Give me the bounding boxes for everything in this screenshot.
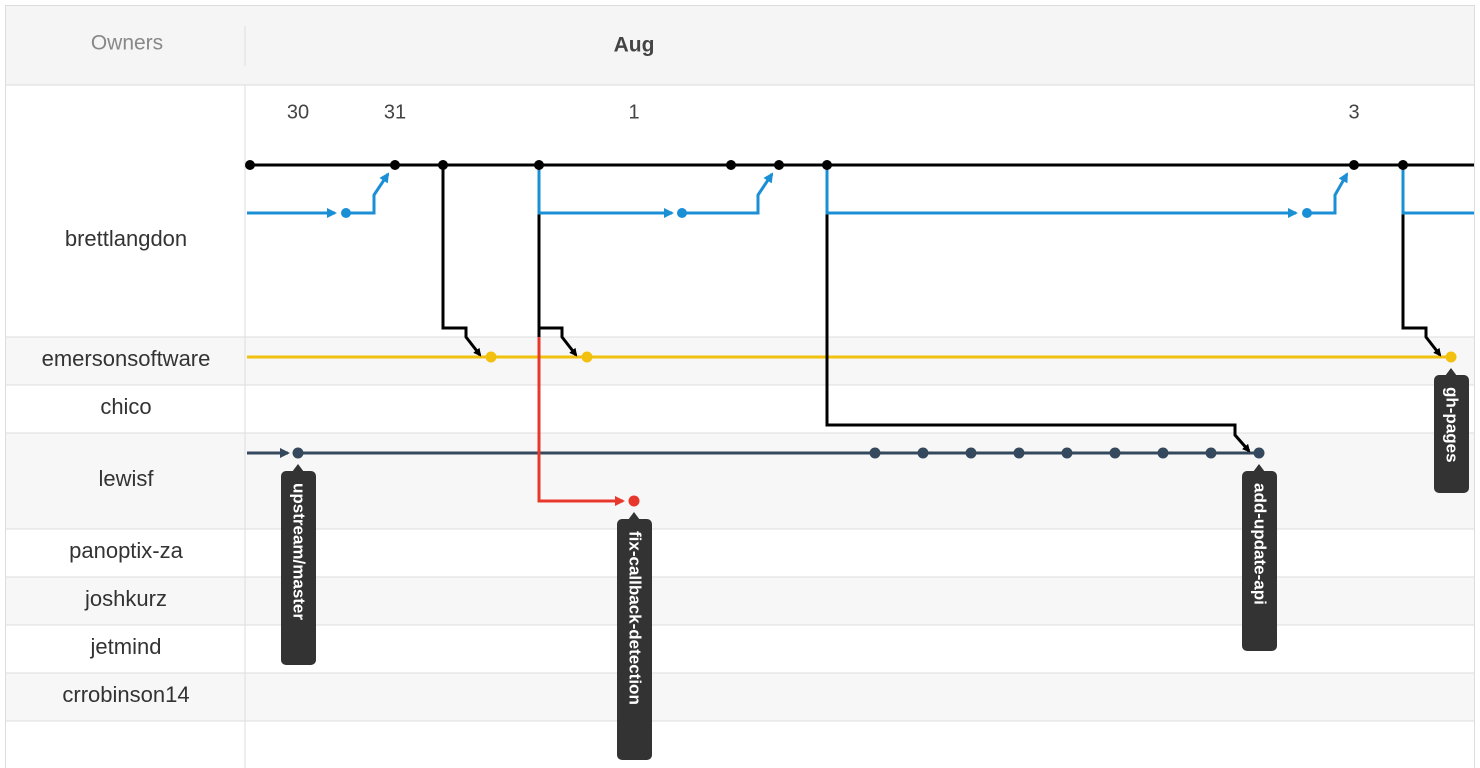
branch-tag[interactable]: gh-pages xyxy=(1434,368,1469,493)
row-dividers xyxy=(6,26,1474,768)
branch-label[interactable]: upstream/master xyxy=(290,483,309,620)
commit-dots xyxy=(341,208,1312,218)
commit-dot xyxy=(628,495,640,507)
owner-name[interactable]: jetmind xyxy=(90,634,162,659)
row-bg xyxy=(6,673,1474,721)
day-label: 30 xyxy=(287,101,309,123)
row-bg xyxy=(6,433,1474,529)
owner-name[interactable]: panoptix-za xyxy=(69,538,184,563)
owner-name[interactable]: lewisf xyxy=(98,466,154,491)
owner-name[interactable]: chico xyxy=(100,394,151,419)
owner-name[interactable]: joshkurz xyxy=(84,586,167,611)
owners-header: Owners xyxy=(91,32,163,55)
owner-name[interactable]: brettlangdon xyxy=(65,226,187,251)
day-label: 3 xyxy=(1348,101,1359,123)
owner-name[interactable]: emersonsoftware xyxy=(42,346,211,371)
branch-label[interactable]: add-update-api xyxy=(1251,483,1270,605)
branch-tag[interactable]: upstream/master xyxy=(281,464,316,665)
commit-dots xyxy=(485,351,1457,363)
header-bar xyxy=(6,6,1474,85)
branch-tag[interactable]: fix-callback-detection xyxy=(617,512,652,760)
branch-label[interactable]: gh-pages xyxy=(1443,387,1462,463)
day-label: 1 xyxy=(628,101,639,123)
branch-tag[interactable]: add-update-api xyxy=(1242,464,1277,651)
owner-name[interactable]: crrobinson14 xyxy=(62,682,189,707)
branch-lines xyxy=(247,163,1474,506)
commit-dots xyxy=(245,160,1408,170)
month-label: Aug xyxy=(614,34,655,57)
day-label: 31 xyxy=(384,101,406,123)
commit-dots xyxy=(292,447,1265,459)
row-bg xyxy=(6,337,1474,385)
branch-label[interactable]: fix-callback-detection xyxy=(626,531,645,705)
row-bg xyxy=(6,577,1474,625)
frame xyxy=(5,5,1475,768)
